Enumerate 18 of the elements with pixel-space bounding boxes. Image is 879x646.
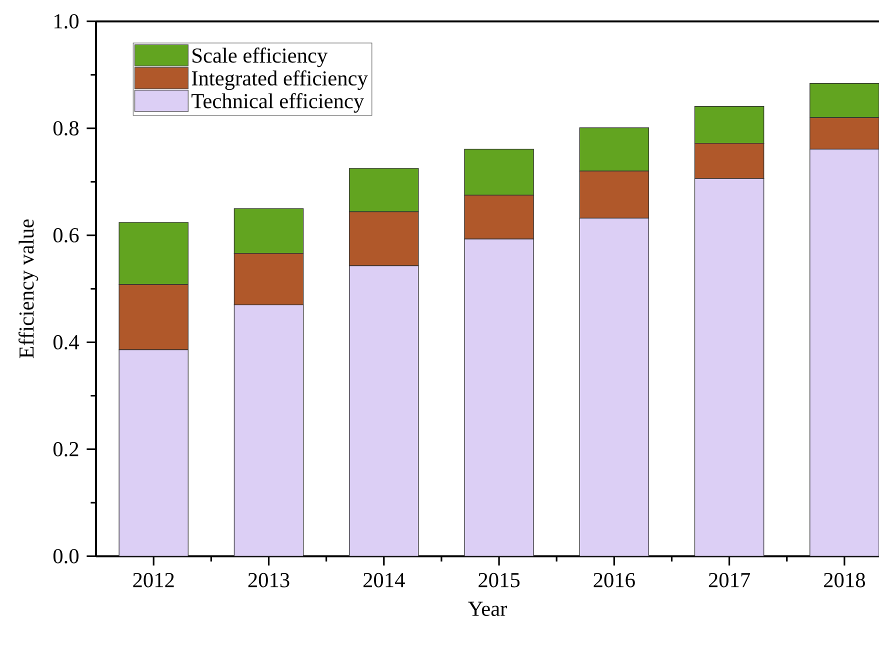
x-tick-label: 2017: [708, 573, 750, 588]
y-axis-title: Efficiency value: [18, 220, 38, 358]
y-tick-label: 0.6: [53, 228, 79, 243]
x-tick-label: 2014: [363, 573, 405, 588]
x-axis-title: Year: [468, 602, 507, 616]
x-tick-label: 2015: [478, 573, 520, 588]
x-tick-label: 2018: [824, 573, 865, 588]
legend-label: Scale efficiency: [192, 48, 328, 68]
legend-label: Technical efficiency: [192, 93, 364, 113]
x-tick-label: 2012: [133, 573, 174, 588]
legend-label: Integrated efficiency: [192, 70, 368, 90]
y-tick-label: 0.8: [53, 121, 79, 136]
y-tick-label: 0.0: [53, 549, 79, 564]
y-tick-label: 0.2: [53, 442, 78, 457]
y-tick-label: 0.4: [53, 335, 79, 350]
x-tick-label: 2016: [594, 573, 635, 588]
x-tick-label: 2013: [248, 573, 290, 588]
y-tick-label: 1.0: [54, 14, 79, 29]
